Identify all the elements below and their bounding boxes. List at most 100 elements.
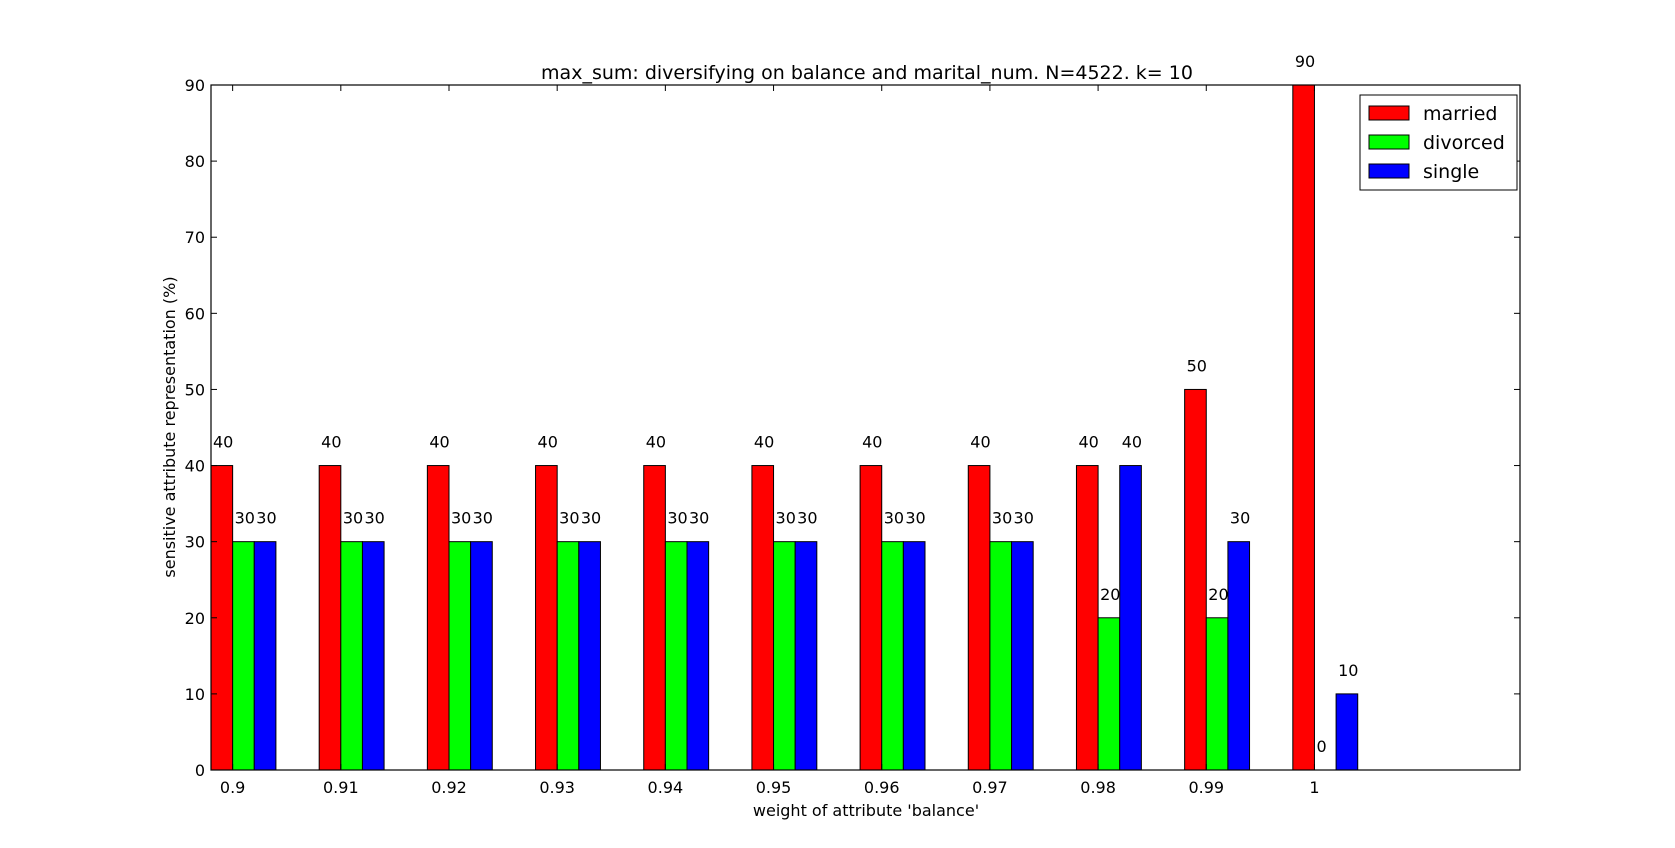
bar-value-label: 40 [862,433,882,452]
bar-value-label: 30 [473,509,493,528]
bar-married-0.98 [1075,465,1099,771]
bar-value-label: 40 [754,433,774,452]
bar-married-0.96 [859,465,883,771]
legend-label-married: married [1423,103,1497,125]
bar-single-0.91 [361,541,385,771]
bar-married-0.93 [535,465,558,771]
bar-divorced-0.94 [664,541,688,771]
bar-value-label: 40 [321,433,341,452]
bar-single-1 [1335,693,1359,771]
bar-value-label: 30 [1230,509,1250,528]
bar-divorced-0.98 [1097,617,1121,771]
bar-married-0.95 [751,465,775,771]
bar-divorced-0.96 [881,541,904,771]
y-tick-label: 40 [185,457,205,476]
bar-value-label: 20 [1208,585,1228,604]
legend: married divorced single [1359,94,1518,191]
bar-married-0.97 [967,465,991,771]
bar-single-0.94 [686,541,710,771]
x-tick-label: 0.95 [756,778,792,797]
bar-value-label: 40 [970,433,990,452]
x-tick-label: 0.92 [431,778,467,797]
bar-divorced-0.91 [340,541,363,771]
bar-value-label: 20 [1100,585,1120,604]
bar-value-label: 30 [884,509,904,528]
x-tick-label: 0.98 [1080,778,1116,797]
bar-divorced-0.92 [448,541,472,771]
bar-single-0.98 [1119,465,1142,771]
y-tick-label: 10 [185,685,205,704]
bar-value-label: 30 [667,509,687,528]
bar-single-0.93 [578,541,601,771]
x-axis-label: weight of attribute 'balance' [753,801,979,820]
bar-divorced-0.9 [232,541,255,771]
bar-value-label: 30 [364,509,384,528]
x-tick-label: 0.94 [648,778,684,797]
legend-label-single: single [1423,161,1479,183]
bar-value-label: 30 [1014,509,1034,528]
bar-value-label: 30 [905,509,925,528]
bar-married-0.94 [643,465,666,771]
bar-value-label: 30 [343,509,363,528]
bar-value-label: 10 [1338,661,1358,680]
x-tick-label: 1 [1309,778,1319,797]
legend-swatch-divorced [1368,134,1410,150]
bar-divorced-0.95 [773,541,796,771]
bar-value-label: 0 [1316,737,1326,756]
y-tick-label: 0 [195,761,205,780]
bar-value-label: 40 [429,433,449,452]
y-tick-label: 90 [185,76,205,95]
bar-value-label: 30 [235,509,255,528]
bar-married-0.99 [1184,388,1207,771]
bars-group [210,84,1359,771]
bar-value-label: 50 [1187,356,1207,375]
bar-value-label: 30 [689,509,709,528]
x-tick-label: 0.99 [1188,778,1224,797]
bar-single-0.95 [794,541,818,771]
bar-divorced-0.99 [1205,617,1229,771]
bar-single-0.96 [902,541,926,771]
bar-value-label: 40 [1122,433,1142,452]
x-tick-label: 0.96 [864,778,900,797]
y-tick-label: 70 [185,228,205,247]
bar-value-label: 30 [256,509,276,528]
y-axis: 0 10 20 30 40 50 60 70 80 90 [185,76,1520,780]
bar-married-0.91 [318,465,342,771]
bar-value-label: 40 [538,433,558,452]
bar-value-label: 30 [797,509,817,528]
legend-label-divorced: divorced [1423,132,1505,154]
bar-value-label: 30 [581,509,601,528]
bar-value-label: 40 [646,433,666,452]
bar-single-0.97 [1011,541,1034,771]
y-tick-label: 50 [185,380,205,399]
y-tick-label: 80 [185,152,205,171]
x-tick-label: 0.9 [220,778,245,797]
bar-value-label: 30 [992,509,1012,528]
bar-value-label: 30 [451,509,471,528]
chart-title: max_sum: diversifying on balance and mar… [541,62,1193,84]
bar-value-label: 30 [776,509,796,528]
bar-single-0.99 [1227,541,1251,771]
x-tick-label: 0.93 [539,778,575,797]
y-axis-label: sensitive attribute representation (%) [160,276,179,577]
bar-divorced-0.93 [556,541,580,771]
bar-value-label: 90 [1295,52,1315,71]
bar-divorced-0.97 [989,541,1013,771]
y-tick-label: 30 [185,533,205,552]
y-tick-label: 60 [185,304,205,323]
bar-value-label: 40 [213,433,233,452]
x-tick-label: 0.91 [323,778,359,797]
bar-value-label: 40 [1078,433,1098,452]
bar-married-0.92 [426,465,450,771]
bar-value-label: 30 [559,509,579,528]
bar-married-1 [1292,84,1315,771]
bar-single-0.92 [470,541,493,771]
x-axis: 0.9 0.91 0.92 0.93 0.94 0.95 0.96 0.97 0.98 0.99 1 [220,85,1320,797]
bar-single-0.9 [253,541,277,771]
legend-swatch-married [1368,105,1410,121]
plot-frame [210,84,1521,771]
legend-swatch-single [1368,163,1410,179]
y-tick-label: 20 [185,609,205,628]
